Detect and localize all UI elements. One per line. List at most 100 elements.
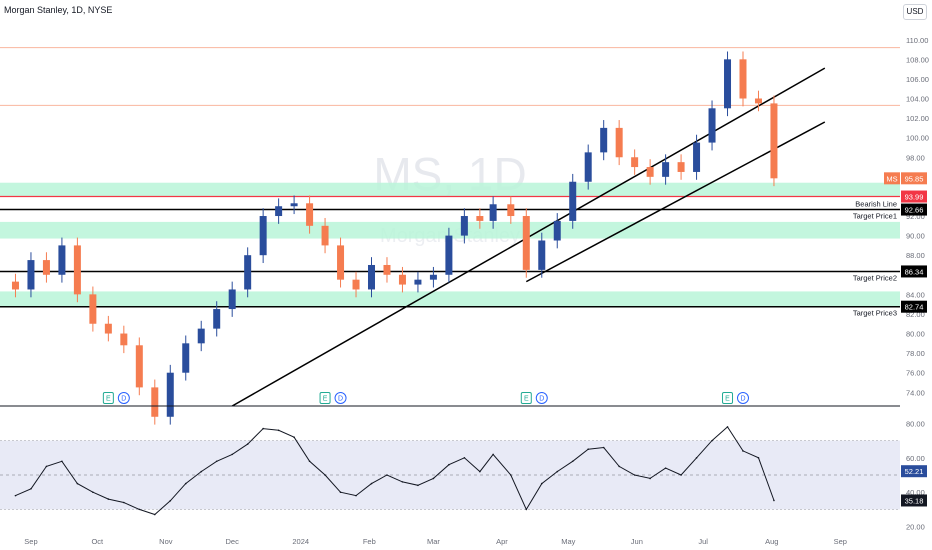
rsi-point xyxy=(107,498,110,500)
rsi-point xyxy=(633,474,636,476)
candle xyxy=(615,127,623,158)
x-tick-label: Jun xyxy=(631,537,643,546)
candle xyxy=(754,98,762,104)
earnings-marker xyxy=(520,392,532,404)
dividend-marker xyxy=(117,392,130,404)
symbol-title: Morgan Stanley, 1D, NYSE xyxy=(4,5,113,15)
rsi-point xyxy=(664,467,667,469)
rsi-point xyxy=(138,508,141,511)
rsi-tick-label: 60.00 xyxy=(906,454,925,463)
rsi-value-badge-bg xyxy=(901,465,927,478)
candle xyxy=(182,343,190,373)
x-tick-label: Feb xyxy=(363,537,376,546)
rsi-point xyxy=(510,474,512,476)
price-tick-label: 90.00 xyxy=(906,232,925,241)
bearish-line-label: Bearish Line xyxy=(855,200,897,209)
rsi-point xyxy=(479,470,481,473)
candle xyxy=(569,181,577,221)
dividend-label: D xyxy=(740,396,745,403)
rsi-point xyxy=(463,457,466,459)
currency-selector[interactable]: USD xyxy=(903,4,927,20)
price-tick-label: 88.00 xyxy=(906,251,925,260)
candle xyxy=(151,387,159,417)
current-price-badge-bg xyxy=(901,172,927,185)
target-price-3-label: Target Price3 xyxy=(853,309,897,318)
x-tick-label: Apr xyxy=(496,537,508,546)
rsi-point xyxy=(649,477,651,480)
candle xyxy=(646,167,654,177)
target-price-1-label: Target Price1 xyxy=(853,212,897,221)
target-price-1-badge-bg xyxy=(901,203,927,216)
earnings-marker xyxy=(722,392,734,404)
rsi-point xyxy=(277,429,280,432)
candle xyxy=(600,127,608,153)
candle xyxy=(724,59,732,109)
x-tick-label: May xyxy=(561,537,575,546)
dividend-label: D xyxy=(539,396,544,403)
candle xyxy=(445,235,453,275)
candle xyxy=(662,162,670,177)
candle xyxy=(11,281,19,290)
candle xyxy=(429,274,437,280)
candle xyxy=(398,274,406,285)
x-tick-label: Oct xyxy=(91,537,104,546)
rsi-point xyxy=(324,474,326,476)
rsi-point xyxy=(386,474,388,476)
rsi-point xyxy=(246,443,249,445)
x-tick-label: Aug xyxy=(765,537,778,546)
candle xyxy=(708,108,716,143)
rsi-point xyxy=(153,513,156,516)
support-zone-1 xyxy=(0,182,900,197)
price-tick-label: 98.00 xyxy=(906,153,925,162)
candle xyxy=(460,216,468,236)
earnings-label: E xyxy=(524,396,529,403)
candle xyxy=(383,264,391,275)
rsi-point xyxy=(695,457,698,459)
x-tick-label: Nov xyxy=(159,537,173,546)
rsi-point xyxy=(556,470,559,473)
rsi-point xyxy=(370,482,373,485)
target-price-2-badge: 86.34 xyxy=(905,267,924,276)
rsi-tick-label: 20.00 xyxy=(906,523,925,532)
rsi-point xyxy=(200,470,203,473)
rsi-point xyxy=(76,482,79,485)
price-tick-label: 74.00 xyxy=(906,388,925,397)
price-tick-label: 100.00 xyxy=(906,134,929,143)
x-tick-label: Jul xyxy=(698,537,708,546)
earnings-label: E xyxy=(725,396,730,403)
target-price-2-badge-bg xyxy=(901,265,927,278)
candle xyxy=(27,260,35,290)
candle xyxy=(337,245,345,280)
rsi-point xyxy=(448,463,450,466)
rsi-point xyxy=(571,460,574,463)
candle xyxy=(104,323,112,334)
price-tick-label: 76.00 xyxy=(906,369,925,378)
rsi-point xyxy=(61,460,63,463)
candle xyxy=(228,289,236,310)
candle xyxy=(197,328,205,344)
price-tick-label: 78.00 xyxy=(906,349,925,358)
candle xyxy=(135,345,143,388)
x-tick-label: Mar xyxy=(427,537,440,546)
price-tick-label: 102.00 xyxy=(906,114,929,123)
earnings-marker xyxy=(102,392,114,404)
candle xyxy=(507,204,515,217)
candle xyxy=(693,142,701,172)
rsi-point xyxy=(726,426,729,428)
earnings-label: E xyxy=(106,396,111,403)
earnings-label: E xyxy=(323,396,328,403)
dividend-marker xyxy=(736,392,749,404)
rsi-point xyxy=(123,501,125,504)
support-zone-3 xyxy=(0,291,900,307)
rsi-point xyxy=(231,453,233,456)
candle xyxy=(414,279,422,285)
candle xyxy=(290,203,298,207)
rsi-point xyxy=(169,499,172,502)
target-price-1-badge: 92.66 xyxy=(905,206,924,215)
earnings-marker xyxy=(319,392,331,404)
price-tick-label: 110.00 xyxy=(906,36,928,45)
price-tick-label: 104.00 xyxy=(906,95,929,104)
rsi-point xyxy=(525,508,528,511)
